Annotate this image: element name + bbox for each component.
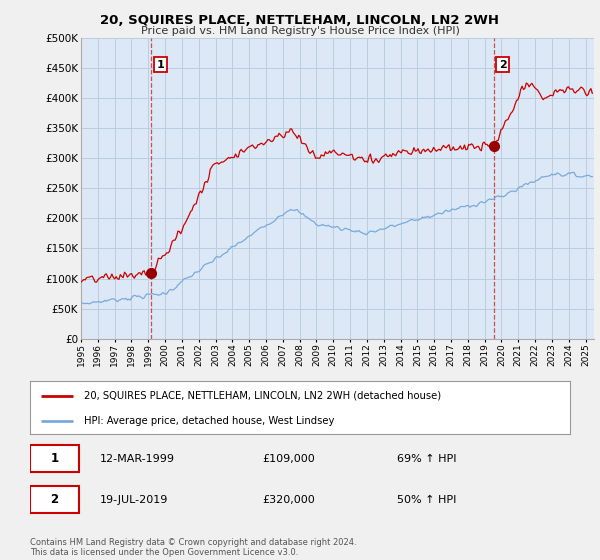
FancyBboxPatch shape — [30, 445, 79, 472]
Text: HPI: Average price, detached house, West Lindsey: HPI: Average price, detached house, West… — [84, 416, 334, 426]
Text: Contains HM Land Registry data © Crown copyright and database right 2024.
This d: Contains HM Land Registry data © Crown c… — [30, 538, 356, 557]
Text: £320,000: £320,000 — [262, 494, 315, 505]
Text: £109,000: £109,000 — [262, 454, 315, 464]
Text: 20, SQUIRES PLACE, NETTLEHAM, LINCOLN, LN2 2WH (detached house): 20, SQUIRES PLACE, NETTLEHAM, LINCOLN, L… — [84, 391, 441, 401]
Text: 1: 1 — [157, 59, 164, 69]
Text: 2: 2 — [50, 493, 58, 506]
Text: 12-MAR-1999: 12-MAR-1999 — [100, 454, 175, 464]
Text: 69% ↑ HPI: 69% ↑ HPI — [397, 454, 457, 464]
Text: 20, SQUIRES PLACE, NETTLEHAM, LINCOLN, LN2 2WH: 20, SQUIRES PLACE, NETTLEHAM, LINCOLN, L… — [101, 14, 499, 27]
Text: 1: 1 — [50, 452, 58, 465]
Text: 50% ↑ HPI: 50% ↑ HPI — [397, 494, 457, 505]
Text: 19-JUL-2019: 19-JUL-2019 — [100, 494, 169, 505]
Text: 2: 2 — [499, 59, 506, 69]
FancyBboxPatch shape — [30, 486, 79, 513]
Text: Price paid vs. HM Land Registry's House Price Index (HPI): Price paid vs. HM Land Registry's House … — [140, 26, 460, 36]
